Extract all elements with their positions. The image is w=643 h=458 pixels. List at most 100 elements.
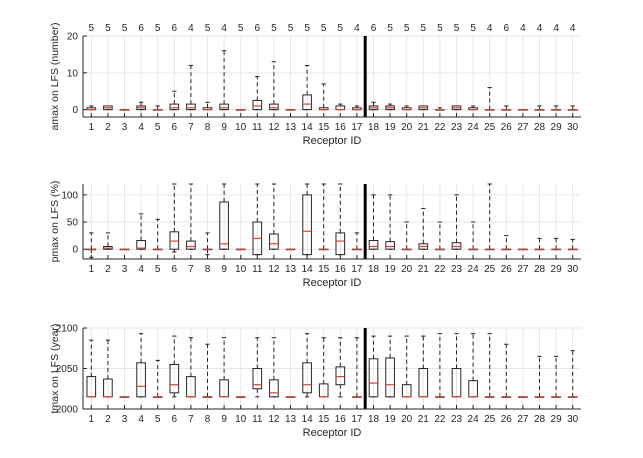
y-tick-label: 2050 bbox=[56, 364, 79, 375]
x-tick-label: 30 bbox=[567, 122, 579, 133]
sample-count-label: 6 bbox=[138, 23, 144, 34]
box-26 bbox=[501, 343, 512, 398]
x-tick-label: 15 bbox=[318, 122, 330, 133]
x-tick-label: 24 bbox=[468, 122, 480, 133]
box-3 bbox=[119, 396, 130, 398]
x-tick-label: 24 bbox=[468, 264, 480, 275]
box-body bbox=[269, 379, 279, 398]
box-17 bbox=[352, 232, 362, 251]
y-tick-label: 50 bbox=[67, 218, 79, 229]
sample-count-label: 4 bbox=[188, 23, 194, 34]
x-tick-label: 20 bbox=[401, 264, 413, 275]
box-8 bbox=[202, 343, 213, 398]
sample-count-label: 5 bbox=[387, 23, 393, 34]
box-4 bbox=[136, 333, 146, 398]
box-body bbox=[302, 362, 312, 394]
box-4 bbox=[136, 101, 146, 111]
y-tick-label: 20 bbox=[67, 32, 79, 43]
x-tick-label: 7 bbox=[188, 414, 194, 425]
x-tick-label: 15 bbox=[318, 264, 330, 275]
box-26 bbox=[501, 105, 512, 111]
box-8 bbox=[202, 101, 213, 111]
box-13 bbox=[285, 248, 296, 251]
x-axis-label: Receptor ID bbox=[303, 135, 362, 147]
sample-count-label: 5 bbox=[404, 23, 410, 34]
box-body bbox=[219, 201, 229, 250]
box-27 bbox=[518, 396, 528, 398]
sample-count-label: 5 bbox=[238, 23, 244, 34]
box-4 bbox=[136, 213, 146, 250]
x-tick-label: 16 bbox=[335, 414, 347, 425]
box-24 bbox=[468, 333, 478, 398]
box-body bbox=[186, 103, 196, 111]
box-29 bbox=[551, 355, 561, 398]
x-tick-label: 26 bbox=[501, 414, 513, 425]
sample-count-label: 4 bbox=[487, 23, 493, 34]
box-29 bbox=[551, 237, 561, 251]
x-tick-label: 25 bbox=[484, 264, 496, 275]
x-tick-label: 9 bbox=[221, 414, 227, 425]
sample-count-label: 6 bbox=[371, 23, 377, 34]
box-body bbox=[136, 362, 146, 398]
x-tick-label: 21 bbox=[418, 122, 430, 133]
sample-count-label: 5 bbox=[338, 23, 344, 34]
x-tick-label: 21 bbox=[418, 264, 430, 275]
x-tick-label: 4 bbox=[138, 122, 144, 133]
x-tick-label: 18 bbox=[368, 122, 380, 133]
box-28 bbox=[534, 105, 545, 111]
x-tick-label: 30 bbox=[567, 414, 579, 425]
x-tick-label: 17 bbox=[351, 264, 363, 275]
x-tick-label: 29 bbox=[551, 414, 563, 425]
x-tick-label: 11 bbox=[252, 122, 263, 133]
box-14 bbox=[302, 183, 312, 256]
x-tick-label: 7 bbox=[188, 264, 194, 275]
box-body bbox=[169, 103, 180, 111]
x-tick-label: 12 bbox=[268, 122, 280, 133]
sample-count-label: 4 bbox=[221, 23, 227, 34]
box-23 bbox=[451, 105, 462, 111]
box-6 bbox=[169, 335, 180, 398]
box-21 bbox=[418, 207, 429, 250]
sample-count-label: 4 bbox=[570, 23, 576, 34]
x-tick-label: 19 bbox=[385, 264, 397, 275]
box-body bbox=[252, 99, 263, 111]
x-tick-label: 6 bbox=[172, 122, 178, 133]
box-body bbox=[335, 366, 346, 386]
box-20 bbox=[401, 221, 412, 251]
box-14 bbox=[302, 64, 312, 111]
x-tick-label: 12 bbox=[268, 264, 280, 275]
x-tick-label: 28 bbox=[534, 414, 546, 425]
box-2 bbox=[103, 339, 113, 398]
x-tick-label: 10 bbox=[235, 264, 247, 275]
y-tick-label: 0 bbox=[72, 105, 78, 116]
box-2 bbox=[103, 232, 113, 250]
box-13 bbox=[285, 109, 296, 111]
x-tick-label: 8 bbox=[205, 414, 211, 425]
x-tick-label: 27 bbox=[517, 264, 529, 275]
x-tick-label: 20 bbox=[401, 414, 413, 425]
x-tick-label: 23 bbox=[451, 264, 463, 275]
box-6 bbox=[169, 90, 180, 111]
box-body bbox=[169, 363, 180, 394]
box-body bbox=[385, 241, 395, 250]
box-body bbox=[368, 240, 379, 250]
x-tick-label: 29 bbox=[551, 264, 563, 275]
sample-count-label: 5 bbox=[105, 23, 111, 34]
x-tick-label: 16 bbox=[335, 264, 347, 275]
sample-count-label: 6 bbox=[172, 23, 178, 34]
box-25 bbox=[484, 333, 495, 398]
x-tick-label: 25 bbox=[484, 122, 496, 133]
box-25 bbox=[484, 87, 495, 111]
box-28 bbox=[534, 355, 545, 398]
x-tick-label: 8 bbox=[205, 122, 211, 133]
box-12 bbox=[269, 337, 279, 398]
x-tick-label: 24 bbox=[468, 414, 480, 425]
box-14 bbox=[302, 333, 312, 398]
sample-count-label: 5 bbox=[89, 23, 95, 34]
box-18 bbox=[368, 194, 379, 250]
x-tick-label: 6 bbox=[172, 264, 178, 275]
x-tick-label: 2 bbox=[105, 122, 111, 133]
x-tick-label: 9 bbox=[221, 122, 227, 133]
sample-count-label: 5 bbox=[288, 23, 294, 34]
